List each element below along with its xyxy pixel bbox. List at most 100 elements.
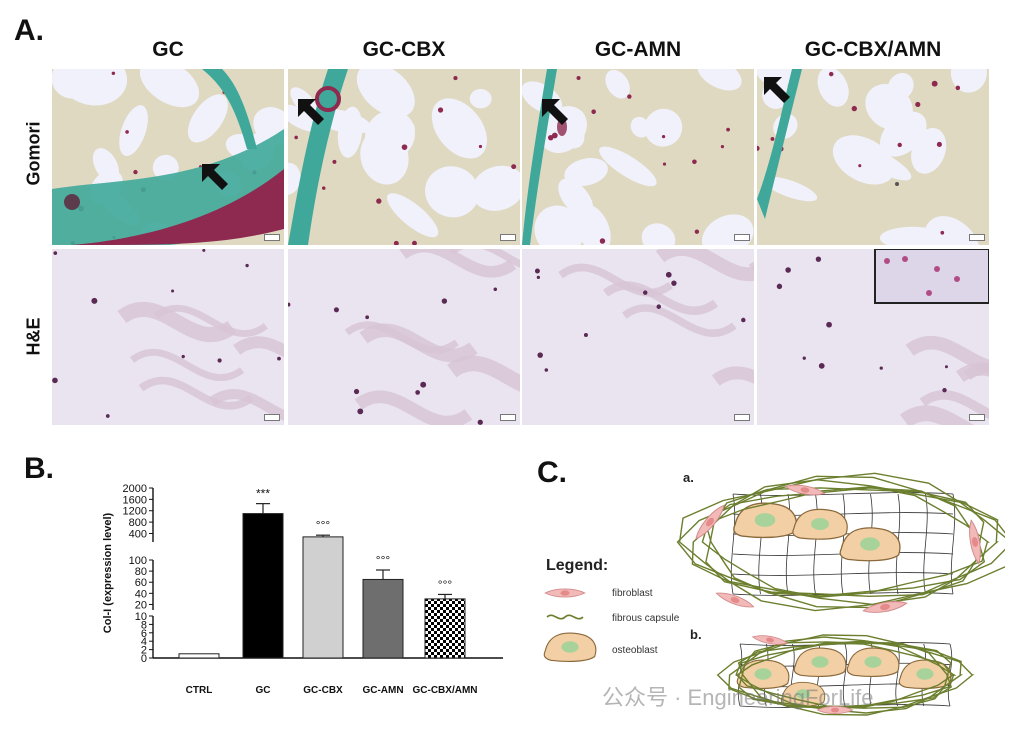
bar-gc-cbx <box>302 536 344 659</box>
legend-title: Legend: <box>546 557 609 574</box>
fibrous-capsule-strand <box>735 640 957 710</box>
fibroblast-icon <box>695 504 725 540</box>
y-tick-label: 40 <box>135 588 147 600</box>
fibroblast-icon <box>784 484 826 496</box>
fibrous-capsule-strand <box>704 487 986 597</box>
row-header-he: H&E <box>23 317 44 356</box>
diagram-label-b: b. <box>690 627 702 642</box>
scale-bar <box>734 234 750 241</box>
significance-label: °°° <box>316 518 331 532</box>
y-tick-label: 60 <box>135 577 147 589</box>
arrow-icon <box>764 77 790 103</box>
arrow-icon <box>542 99 568 125</box>
y-tick-label: 80 <box>135 566 147 578</box>
scale-bar <box>264 234 280 241</box>
osteoblast-icon <box>898 659 952 690</box>
significance-label: *** <box>256 487 270 501</box>
he-micrograph-0 <box>52 249 284 425</box>
x-tick-label: GC-CBX <box>303 685 343 696</box>
diagram-svg <box>543 472 1015 716</box>
osteoblast-icon <box>839 527 901 562</box>
y-tick-label: 10 <box>135 611 147 623</box>
bar-gc-cbx-amn <box>424 598 466 659</box>
gomori-micrograph-2 <box>522 69 754 245</box>
legend-label-fibrous-capsule: fibrous capsule <box>612 613 680 624</box>
col-i-bar-chart: 0 2 4 6 8 10 20 40 60 80 100 400 800 1200 1600 2000 Col-… <box>95 478 515 703</box>
y-tick-label: 800 <box>129 517 147 529</box>
y-tick-label: 1600 <box>123 494 147 506</box>
significance-label: °°° <box>438 577 453 591</box>
fibroblast-icon <box>715 592 755 608</box>
osteoblast-icon <box>733 502 797 539</box>
y-tick-label: 4 <box>141 636 147 648</box>
micrograph-image <box>52 69 284 245</box>
he-micrograph-3 <box>757 249 989 425</box>
column-header-gc: GC <box>152 38 184 61</box>
osteoblast-icon <box>543 632 597 663</box>
y-tick-label: 1200 <box>123 506 147 518</box>
y-tick-label: 20 <box>135 599 147 611</box>
gomori-micrograph-0 <box>52 69 284 245</box>
micrograph-image <box>522 69 754 245</box>
y-tick-label: 100 <box>129 555 147 567</box>
y-tick-label: 2 <box>141 645 147 657</box>
y-tick-label: 2000 <box>123 483 147 495</box>
he-micrograph-2 <box>522 249 754 425</box>
panel-letter-a: A. <box>14 14 44 47</box>
panel-letter-c: C. <box>537 456 567 489</box>
panel-letter-b: B. <box>24 452 54 485</box>
capsule-diagram <box>535 462 1015 727</box>
gomori-micrograph-1 <box>288 69 520 245</box>
fibrous-capsule-strand <box>736 642 956 708</box>
legend-label-osteoblast: osteoblast <box>612 645 658 656</box>
gomori-micrograph-3 <box>757 69 989 245</box>
x-tick-label: GC-AMN <box>362 685 403 696</box>
y-tick-label: 6 <box>141 628 147 640</box>
micrograph-image <box>522 249 754 425</box>
fibroblast-icon <box>862 601 908 613</box>
osteoblast-icon <box>792 508 848 540</box>
micrograph-image <box>52 249 284 425</box>
legend-label-fibroblast: fibroblast <box>612 588 653 599</box>
fibrous-capsule-strand <box>705 487 985 598</box>
fibroblast-icon <box>969 519 981 565</box>
fibroblast-icon <box>544 588 586 598</box>
diagram-label-a: a. <box>683 470 694 485</box>
y-tick-label: 8 <box>141 619 147 631</box>
osteoblast-icon <box>780 681 826 707</box>
micrograph-image <box>288 69 520 245</box>
osteoblast-icon <box>846 647 900 678</box>
scale-bar <box>500 234 516 241</box>
bar-gc-amn <box>362 578 404 659</box>
capsule-legend-icon <box>546 614 584 620</box>
fibrous-capsule-strand <box>738 641 952 709</box>
scale-bar <box>264 414 280 421</box>
row-header-gomori: Gomori <box>23 121 44 186</box>
y-tick-label: 400 <box>129 528 147 540</box>
column-header-gc-cbx: GC-CBX <box>362 38 446 61</box>
micrograph-image <box>757 249 989 425</box>
scale-bar <box>734 414 750 421</box>
significance-label: °°° <box>376 553 391 567</box>
osteoblast-icon <box>793 647 847 678</box>
scale-bar <box>969 414 985 421</box>
x-tick-label: CTRL <box>186 685 213 696</box>
column-header-gc-cbx-amn: GC-CBX/AMN <box>804 38 942 61</box>
bar-ctrl <box>178 653 220 659</box>
column-header-gc-amn: GC-AMN <box>594 38 682 61</box>
x-tick-label: GC <box>256 685 271 696</box>
arrow-icon <box>298 99 324 125</box>
scale-bar <box>500 414 516 421</box>
fibroblast-icon <box>816 706 854 714</box>
arrow-icon <box>202 164 228 190</box>
x-tick-label: GC-CBX/AMN <box>413 685 478 696</box>
y-axis-label: Col-I (expression level) <box>102 512 114 633</box>
micrograph-image <box>757 69 989 245</box>
he-micrograph-1 <box>288 249 520 425</box>
fibrous-capsule-strand <box>676 475 1015 609</box>
scale-bar <box>969 234 985 241</box>
micrograph-image <box>288 249 520 425</box>
fibroblast-icon <box>751 635 789 645</box>
fibrous-capsule-strand <box>737 641 953 709</box>
